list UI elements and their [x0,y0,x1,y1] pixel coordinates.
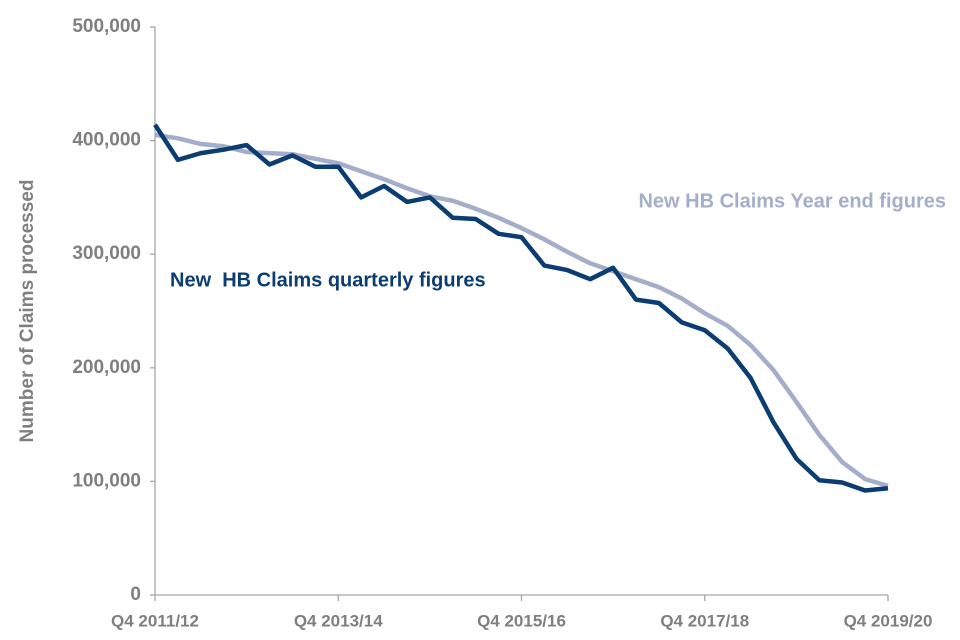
series-line [154,132,889,489]
y-tick-label: 200,000 [72,357,141,378]
series-label: New HB Claims Year end figures [638,190,946,212]
y-axis-label: Number of Claims processed [17,180,38,443]
y-tick-label: 0 [130,584,141,605]
y-tick-label: 400,000 [72,130,141,151]
x-tick-label: Q4 2015/16 [477,611,566,630]
x-tick-label: Q4 2013/14 [294,611,383,630]
series-label: New HB Claims quarterly figures [170,269,486,291]
x-tick-label: Q4 2019/20 [844,611,933,630]
series-line [153,123,889,493]
y-tick-label: 500,000 [72,16,141,37]
x-tick-label: Q4 2017/18 [660,611,749,630]
y-tick-label: 100,000 [72,470,141,491]
y-tick-label: 300,000 [72,243,141,264]
x-tick-label: Q4 2011/12 [111,611,199,630]
